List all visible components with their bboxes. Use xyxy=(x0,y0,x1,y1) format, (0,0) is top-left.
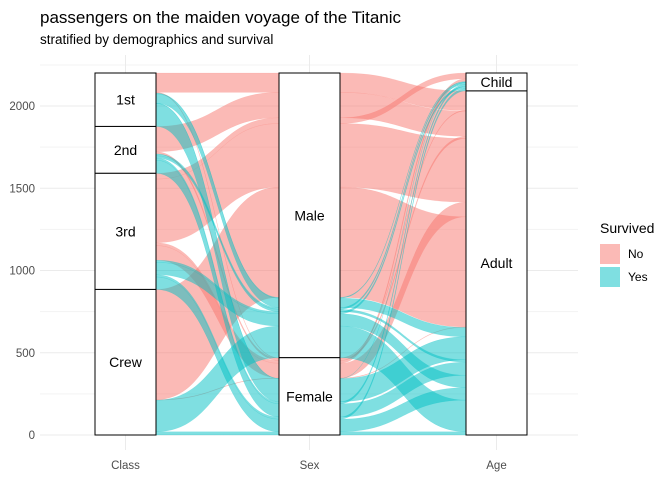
x-tick-label-age: Age xyxy=(486,460,506,472)
x-tick-label-class: Class xyxy=(111,460,140,472)
x-tick-label-sex: Sex xyxy=(300,460,320,472)
y-tick-label: 1500 xyxy=(9,183,35,195)
chart-title: passengers on the maiden voyage of the T… xyxy=(40,8,402,27)
legend-label-yes: Yes xyxy=(628,269,648,284)
strata: 1st 2nd 3rd Crew Male Female Child Adult xyxy=(94,72,528,436)
stratum-label-male: Male xyxy=(294,207,325,223)
y-tick-label: 500 xyxy=(16,348,35,360)
y-axis: 0 500 1000 1500 2000 xyxy=(9,101,35,442)
y-tick-label: 1000 xyxy=(9,266,35,278)
flow-no xyxy=(155,72,280,93)
stratum-box-female xyxy=(278,357,341,436)
stratum-label-female: Female xyxy=(286,388,333,404)
legend-item-yes: Yes xyxy=(600,265,654,288)
stratum-box-male xyxy=(278,72,341,359)
flow-yes xyxy=(155,431,280,436)
stratum-box-1st xyxy=(94,72,157,127)
x-axis: Class Sex Age xyxy=(111,460,507,472)
stratum-label-1st: 1st xyxy=(116,92,135,108)
flow-yes xyxy=(339,431,467,436)
chart-subtitle: stratified by demographics and survival xyxy=(40,32,274,47)
stratum-label-2nd: 2nd xyxy=(114,142,137,158)
stratum-label-3rd: 3rd xyxy=(115,223,135,239)
y-tick-label: 2000 xyxy=(9,101,35,113)
y-tick-label: 0 xyxy=(29,430,35,442)
legend-title: Survived xyxy=(600,220,655,236)
stratum-box-adult xyxy=(465,90,528,436)
stratum-label-crew: Crew xyxy=(109,354,143,370)
stratum-box-crew xyxy=(94,288,157,436)
stratum-label-child: Child xyxy=(481,74,513,90)
flows xyxy=(155,72,467,436)
legend-swatch-no xyxy=(600,243,620,264)
legend-swatch-yes xyxy=(600,266,620,287)
stratum-box-2nd xyxy=(94,125,157,174)
legend: Survived No Yes xyxy=(600,220,654,288)
legend-item-no: No xyxy=(600,242,654,265)
stratum-label-adult: Adult xyxy=(481,255,513,271)
legend-label-no: No xyxy=(628,246,644,261)
